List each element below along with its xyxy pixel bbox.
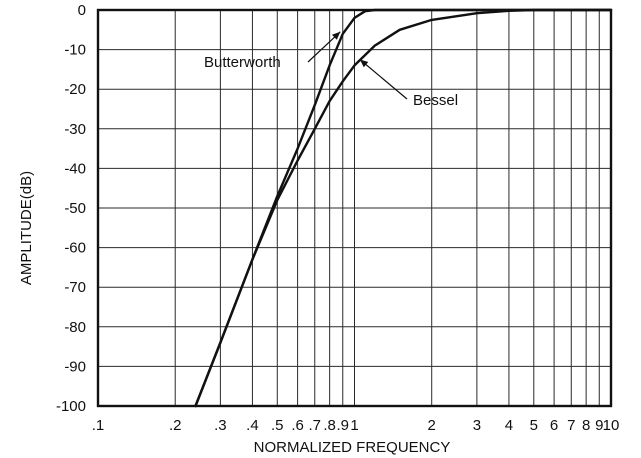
- bessel-annotation-label: Bessel: [413, 92, 458, 109]
- y-axis-title: AMPLITUDE(dB): [18, 171, 35, 285]
- x-tick-label: 3: [473, 417, 481, 434]
- plot-frame: [96, 8, 613, 408]
- x-tick-label: .4: [246, 417, 259, 434]
- x-tick-label: .1: [92, 417, 105, 434]
- annotations: Butterworth Bessel: [204, 31, 458, 109]
- x-tick-label: 2: [428, 417, 436, 434]
- y-tick-label: -80: [64, 319, 86, 336]
- x-tick-label: .5: [271, 417, 284, 434]
- x-tick-label: 8: [582, 417, 590, 434]
- x-tick-label: .3: [214, 417, 227, 434]
- y-tick-label: -30: [64, 121, 86, 138]
- bessel-curve: [194, 8, 613, 408]
- x-tick-label: 9: [595, 417, 603, 434]
- x-tick-label: .2: [169, 417, 182, 434]
- y-tick-label: -100: [56, 398, 86, 415]
- x-tick-label: 6: [550, 417, 558, 434]
- x-tick-label: 1: [350, 417, 358, 434]
- x-tick-label: 4: [505, 417, 513, 434]
- x-tick-label: .7: [309, 417, 322, 434]
- x-tick-labels: .1 .2 .3 .4 .5 .6 .7.8.9 1 2 3 4 5 6 7 8 9 10: [92, 417, 620, 434]
- y-tick-label: -40: [64, 160, 86, 177]
- y-tick-label: -60: [64, 240, 86, 257]
- x-tick-label: 5: [530, 417, 538, 434]
- bessel-leader-line: [359, 59, 408, 100]
- y-tick-labels: 0 -10 -20 -30 -40 -50 -60 -70 -80 -90 -100: [56, 2, 86, 415]
- butterworth-annotation-label: Butterworth: [204, 54, 281, 71]
- x-tick-label: 10: [603, 417, 620, 434]
- x-axis-title: NORMALIZED FREQUENCY: [254, 439, 451, 456]
- grid: [97, 9, 612, 407]
- y-tick-label: -50: [64, 200, 86, 217]
- y-tick-label: -70: [64, 279, 86, 296]
- x-tick-label: 7: [567, 417, 575, 434]
- y-tick-label: -10: [64, 42, 86, 59]
- x-tick-label: .8: [323, 417, 336, 434]
- bessel-arrowhead: [359, 59, 369, 68]
- x-tick-label: .9: [337, 417, 350, 434]
- y-tick-label: -90: [64, 358, 86, 375]
- y-tick-label: 0: [78, 2, 86, 19]
- y-tick-label: -20: [64, 81, 86, 98]
- butterworth-arrowhead: [332, 31, 341, 40]
- x-tick-label: .6: [291, 417, 304, 434]
